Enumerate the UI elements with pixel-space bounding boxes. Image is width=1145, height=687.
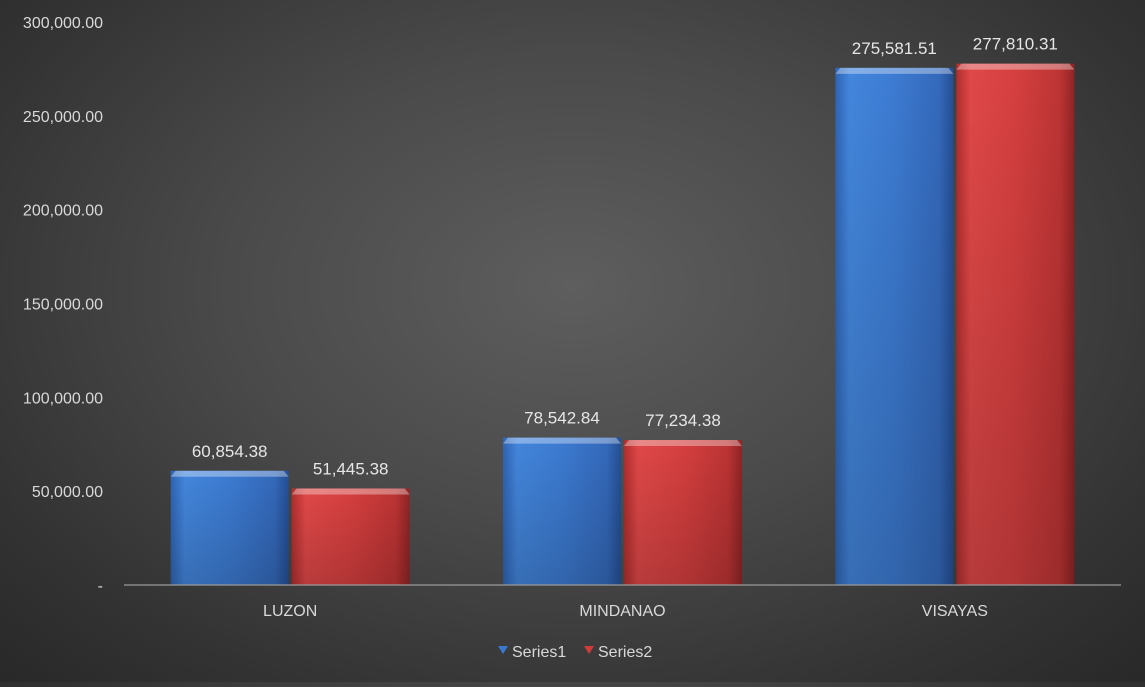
legend-swatch — [498, 646, 508, 654]
bar-series1-mindanao — [503, 437, 621, 585]
x-tick-label: VISAYAS — [922, 603, 988, 620]
data-label: 60,854.38 — [192, 442, 268, 461]
y-tick-label: 250,000.00 — [23, 109, 103, 126]
bar-series1-visayas — [835, 67, 954, 585]
x-tick-label: LUZON — [263, 603, 317, 620]
data-label: 78,542.84 — [524, 409, 600, 428]
legend-swatch — [584, 646, 594, 654]
bar-series2-mindanao — [624, 440, 742, 585]
data-labels: 60,854.38 51,445.38 78,542.84 77,234.38 275,… — [192, 35, 1058, 479]
legend-item-series1: Series1 — [498, 644, 566, 661]
y-tick-label: 300,000.00 — [23, 15, 103, 32]
bar-series2-visayas — [956, 63, 1075, 586]
bar-shade — [835, 67, 954, 585]
y-tick-label: 200,000.00 — [23, 203, 103, 220]
data-label: 277,810.31 — [973, 35, 1058, 54]
x-axis: LUZON MINDANAO VISAYAS — [263, 603, 988, 620]
bar-bevel — [170, 470, 289, 477]
bar-bevel — [291, 488, 410, 495]
bar-bevel — [956, 63, 1075, 70]
bar-shade — [503, 437, 621, 585]
data-label: 77,234.38 — [645, 411, 721, 430]
legend-item-series2: Series2 — [584, 644, 652, 661]
y-tick-label: 150,000.00 — [23, 297, 103, 314]
data-label: 275,581.51 — [852, 39, 937, 58]
bar-shade — [956, 63, 1075, 586]
bar-bevel — [624, 440, 742, 447]
legend-label: Series2 — [598, 644, 652, 661]
y-axis: - 50,000.00 100,000.00 150,000.00 200,000.00… — [23, 15, 103, 595]
data-label: 51,445.38 — [313, 459, 389, 478]
bar-shade — [170, 470, 289, 585]
bars — [170, 63, 1075, 586]
y-tick-label: - — [98, 578, 103, 595]
legend-label: Series1 — [512, 644, 566, 661]
bar-bevel — [503, 437, 621, 444]
x-tick-label: MINDANAO — [579, 603, 665, 620]
bar-shade — [624, 440, 742, 585]
y-tick-label: 50,000.00 — [32, 484, 103, 501]
bar-series2-luzon — [291, 488, 410, 585]
y-tick-label: 100,000.00 — [23, 390, 103, 407]
bar-bevel — [835, 67, 954, 74]
bar-series1-luzon — [170, 470, 289, 585]
bar-shade — [291, 488, 410, 585]
legend: Series1 Series2 — [498, 644, 652, 661]
